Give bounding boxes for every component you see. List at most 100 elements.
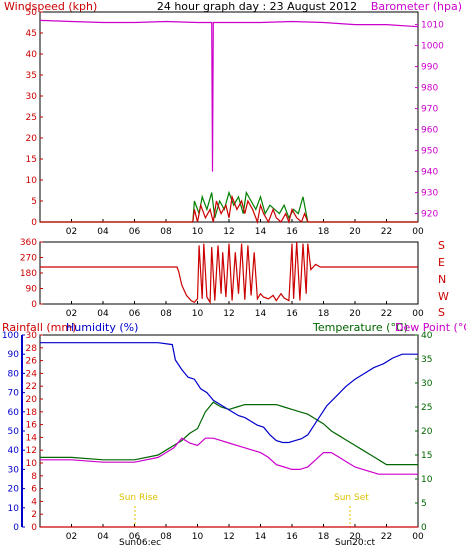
windspeed-axis-tick-label: 40 — [26, 50, 38, 60]
barometer-axis-tick-label: 1000 — [421, 42, 444, 52]
barometer-axis-title: Barometer (hpa) — [371, 0, 462, 13]
x-tick-label: 10 — [192, 532, 204, 542]
windspeed-axis-tick-label: 35 — [26, 71, 37, 81]
x-tick-label: 18 — [318, 532, 330, 542]
barometer-series-line — [39, 19, 419, 172]
humidity-axis-tick-label: 50 — [8, 427, 20, 437]
humidity-axis-tick-label: 60 — [8, 408, 20, 418]
rainfall-axis-tick-label: 20 — [26, 395, 38, 405]
rainfall-axis-tick-label: 2 — [31, 510, 37, 520]
rainfall-axis-tick-label: 10 — [26, 459, 38, 469]
barometer-axis-tick-label: 970 — [421, 105, 438, 115]
temperature-series-line — [40, 401, 418, 466]
x-tick-label: 20 — [349, 309, 361, 319]
compass-letter-s-top: S — [438, 239, 445, 252]
windspeed-axis-tick-label: 10 — [26, 176, 38, 186]
wind-direction-series-line — [40, 241, 418, 305]
x-tick-label: 22 — [381, 532, 392, 542]
rainfall-axis-tick-label: 14 — [26, 433, 38, 443]
barometer-axis-tick-label: 960 — [421, 126, 438, 136]
graph-title: 24 hour graph day : 23 August 2012 — [157, 0, 357, 13]
barometer-axis-tick-label: 920 — [421, 210, 438, 220]
temperature-axis-tick-label: 30 — [421, 379, 433, 389]
sunrise-time-label: Sun06:ec — [119, 538, 161, 548]
x-tick-label: 20 — [349, 227, 361, 237]
x-tick-label: 14 — [255, 227, 267, 237]
temperature-axis-tick-label: 0 — [421, 523, 427, 533]
x-tick-label: 00 — [412, 532, 424, 542]
x-tick-label: 20 — [349, 532, 361, 542]
windspeed-series-line — [40, 194, 418, 225]
x-tick-label: 04 — [97, 309, 109, 319]
x-tick-label: 04 — [97, 532, 109, 542]
compass-letter-w: W — [438, 290, 449, 303]
x-tick-label: 22 — [381, 227, 392, 237]
x-tick-label: 22 — [381, 309, 392, 319]
windspeed-axis-title: Windspeed (kph) — [4, 0, 97, 13]
rainfall-axis-tick-label: 0 — [31, 523, 37, 533]
humidity-axis-tick-label: 70 — [8, 389, 20, 399]
x-tick-label: 18 — [318, 309, 330, 319]
x-tick-label: 14 — [255, 309, 267, 319]
temperature-axis-tick-label: 40 — [421, 331, 433, 341]
x-tick-label: 18 — [318, 227, 330, 237]
direction-axis-tick-label: 180 — [20, 269, 37, 279]
rainfall-axis-tick-label: 16 — [26, 421, 38, 431]
temperature-axis-tick-label: 35 — [421, 355, 432, 365]
x-tick-label: 16 — [286, 227, 298, 237]
direction-axis-tick-label: 270 — [20, 254, 37, 264]
windspeed-axis-tick-label: 50 — [26, 8, 38, 18]
x-tick-label: 00 — [412, 309, 424, 319]
x-tick-label: 14 — [255, 532, 267, 542]
rainfall-axis-tick-label: 26 — [26, 357, 38, 367]
windspeed-axis-tick-label: 0 — [31, 218, 37, 228]
rainfall-axis-tick-label: 30 — [26, 331, 38, 341]
windspeed-axis-tick-label: 5 — [31, 197, 37, 207]
humidity-axis-tick-label: 0 — [13, 523, 19, 533]
humidity-axis-tick-label: 10 — [8, 504, 20, 514]
sunrise-label: Sun Rise — [119, 493, 158, 503]
rainfall-axis-tick-label: 8 — [31, 472, 37, 482]
x-tick-label: 02 — [66, 532, 77, 542]
humidity-axis-tick-label: 90 — [8, 350, 20, 360]
windspeed-axis-tick-label: 30 — [26, 92, 38, 102]
windspeed-axis-tick-label: 25 — [26, 113, 37, 123]
x-tick-label: 02 — [66, 227, 77, 237]
x-tick-label: 00 — [412, 227, 424, 237]
x-tick-label: 12 — [223, 227, 234, 237]
x-tick-label: 10 — [192, 309, 204, 319]
dewpoint-series-line — [40, 437, 418, 475]
x-tick-label: 12 — [223, 309, 234, 319]
x-tick-label: 16 — [286, 532, 298, 542]
windspeed-axis-tick-label: 15 — [26, 155, 37, 165]
compass-letter-n: N — [438, 273, 446, 286]
windspeed-axis-tick-label: 20 — [26, 134, 38, 144]
rainfall-axis-tick-label: 18 — [26, 408, 38, 418]
barometer-axis-tick-label: 990 — [421, 63, 438, 73]
x-tick-label: 02 — [66, 309, 77, 319]
compass-letter-s-bottom: S — [438, 306, 445, 319]
x-tick-label: 06 — [129, 227, 141, 237]
temperature-axis-tick-label: 15 — [421, 451, 432, 461]
rainfall-axis-tick-label: 12 — [26, 446, 37, 456]
barometer-axis-tick-label: 1010 — [421, 21, 444, 31]
plot-layer: 0510152025303540455092093094095096097098… — [2, 8, 444, 542]
barometer-axis-tick-label: 980 — [421, 84, 438, 94]
humidity-axis-tick-label: 40 — [8, 446, 20, 456]
humidity-axis-tick-label: 80 — [8, 369, 20, 379]
humidity-axis-tick-label: 30 — [8, 465, 20, 475]
direction-axis-tick-label: 0 — [31, 300, 37, 310]
temperature-axis-tick-label: 25 — [421, 403, 432, 413]
rainfall-axis-title: Rainfall (mm) — [2, 321, 76, 334]
dewpoint-axis-title: Dew Point (°C) — [395, 321, 466, 334]
windspeed-axis-tick-label: 45 — [26, 29, 37, 39]
barometer-axis-tick-label: 930 — [421, 189, 438, 199]
temperature-axis-tick-label: 5 — [421, 499, 427, 509]
direction-axis-tick-label: 90 — [26, 285, 38, 295]
x-tick-label: 08 — [160, 532, 172, 542]
x-tick-label: 04 — [97, 227, 109, 237]
barometer-axis-tick-label: 940 — [421, 168, 438, 178]
x-tick-label: 08 — [160, 227, 172, 237]
sunset-time-label: Sun20:ct — [335, 538, 376, 548]
